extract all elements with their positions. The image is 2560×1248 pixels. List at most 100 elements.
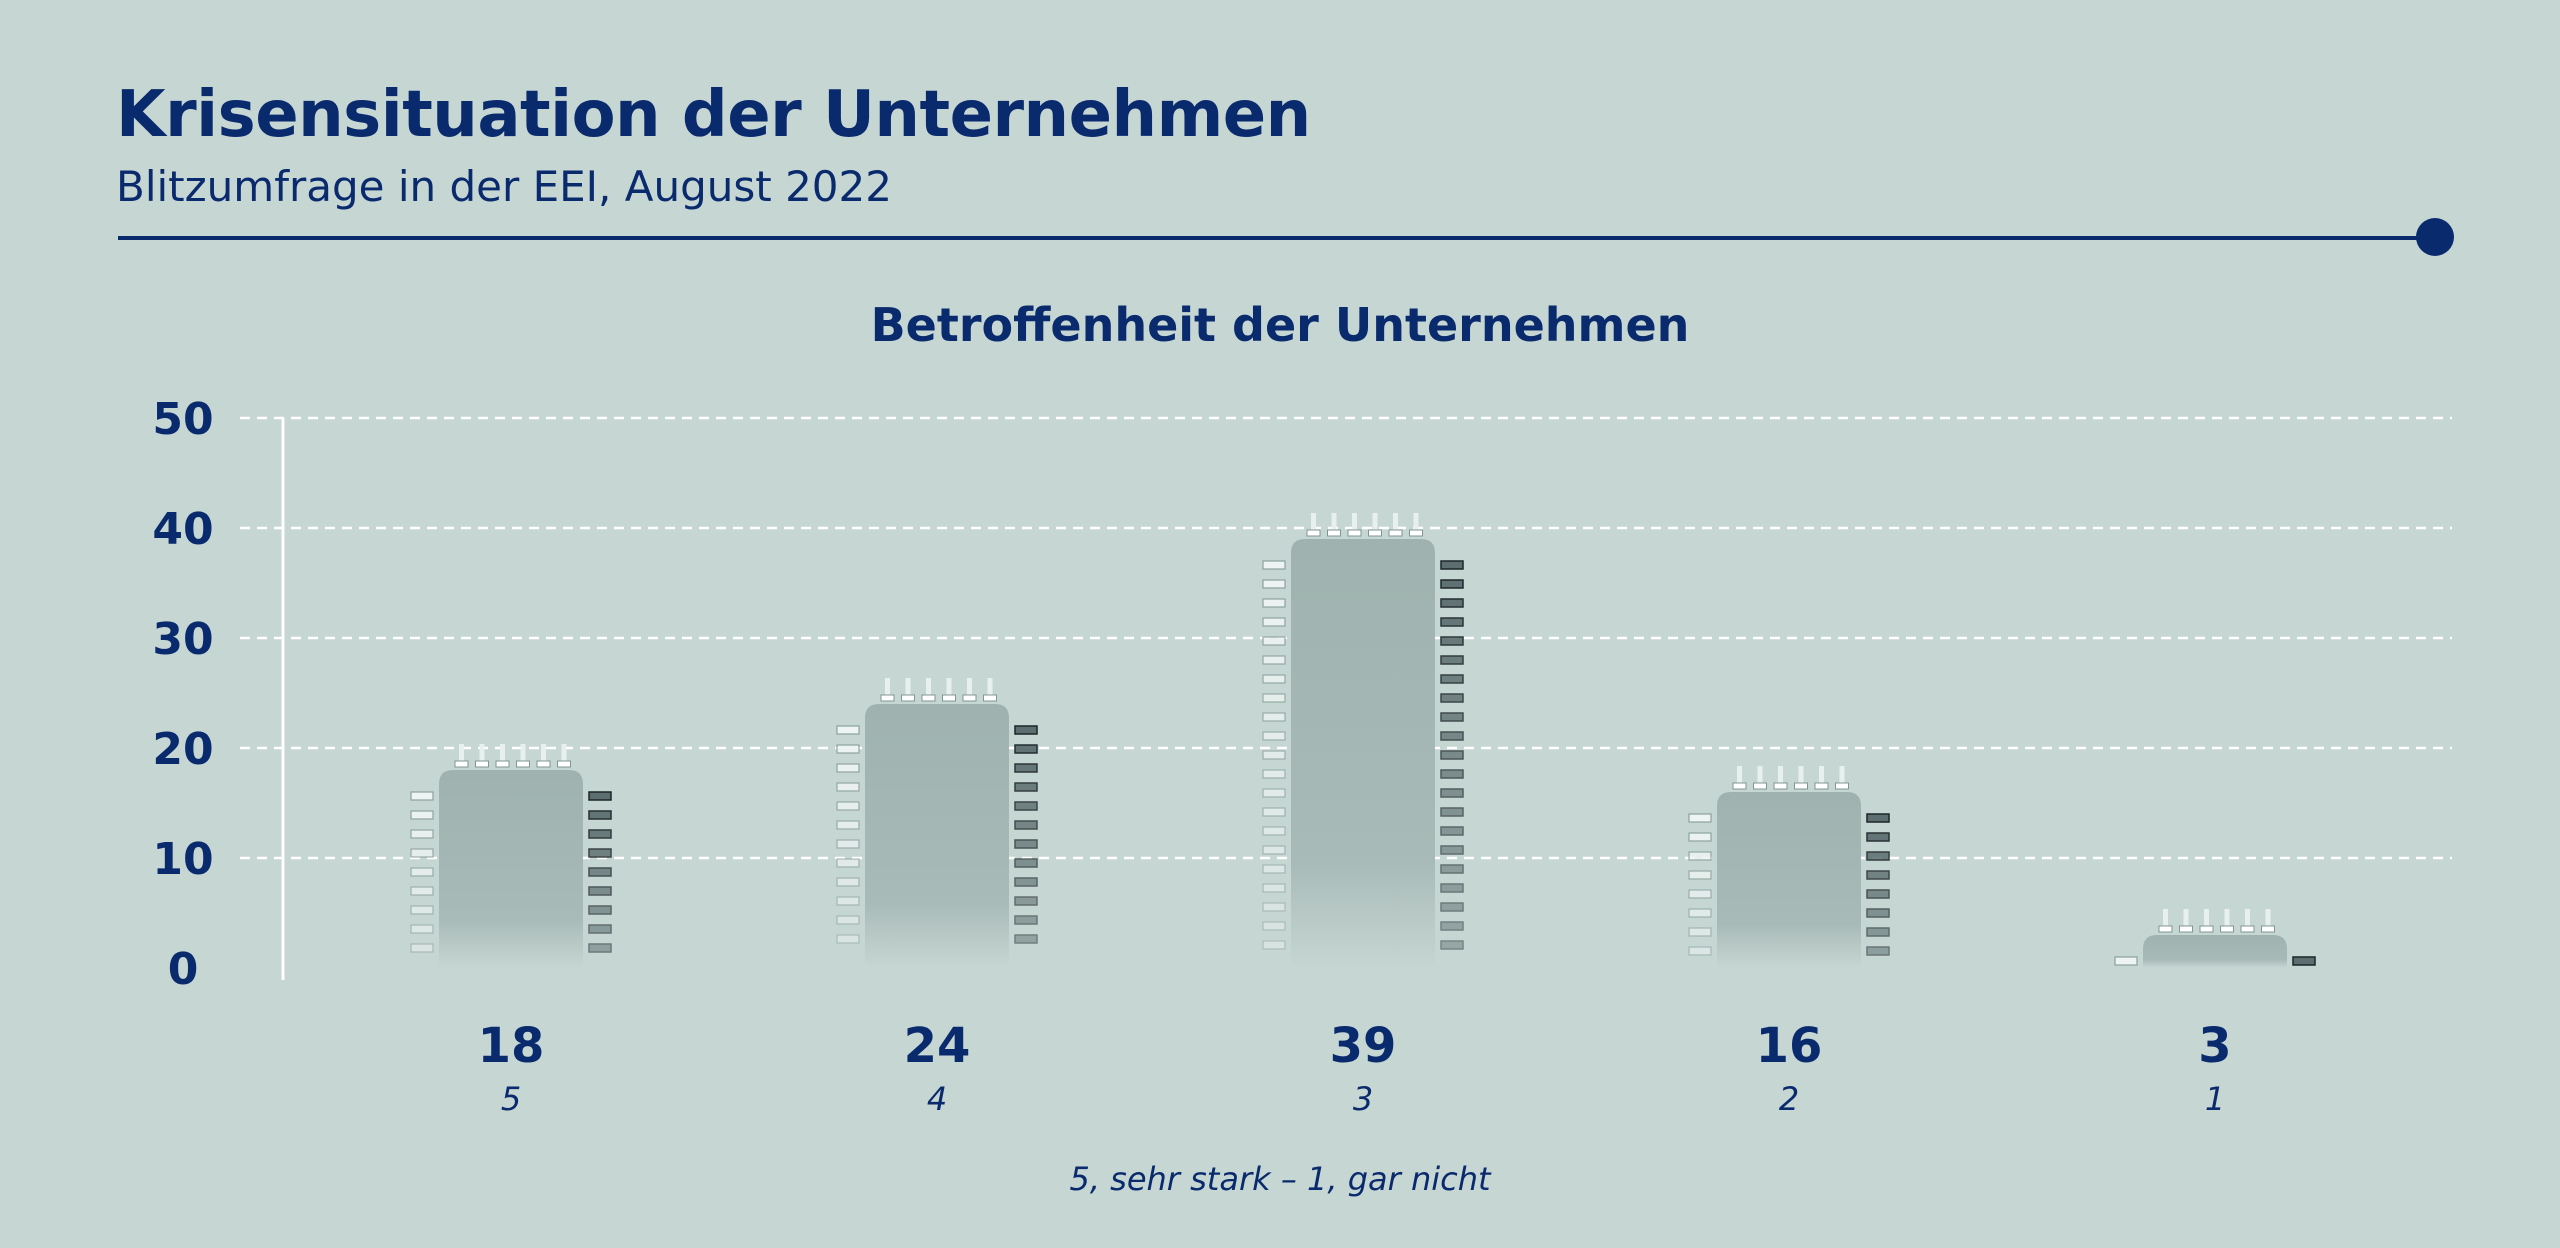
chip-pin-left — [1262, 921, 1286, 931]
chip-pin-left — [1688, 927, 1712, 937]
chip-pin-right — [1866, 870, 1890, 880]
chip-pin-foot — [1388, 529, 1403, 537]
chip-pin — [1393, 513, 1398, 533]
chip-pin-left — [1262, 845, 1286, 855]
chip-pin-left — [1262, 826, 1286, 836]
chip-pin-foot — [942, 694, 956, 702]
chip-pin-left — [836, 877, 860, 887]
chip-pin-right — [588, 905, 612, 915]
chip-pin-right — [1866, 927, 1890, 937]
chip-pin — [1819, 766, 1824, 786]
bar-value-label: 24 — [904, 1018, 971, 1074]
chip-pin-right — [1440, 674, 1464, 684]
chip-pin-right — [1440, 712, 1464, 722]
chip-pin-foot — [536, 760, 551, 768]
chip-pin-foot — [495, 760, 510, 768]
chip-pin-left — [1262, 598, 1286, 608]
chip-pin-left — [1688, 908, 1712, 918]
bar — [1717, 792, 1861, 968]
chip-pin — [1413, 513, 1419, 533]
chip-pin-left — [1262, 902, 1286, 912]
chip-pin-right — [1014, 782, 1038, 792]
chip-pin-left — [1262, 655, 1286, 665]
chip-pin-right — [588, 829, 612, 839]
chip-pin-right — [1440, 579, 1464, 589]
chip-pin-right — [1440, 636, 1464, 646]
chip-pin-left — [836, 896, 860, 906]
chip-pin-left — [1262, 560, 1286, 570]
chip-pin-left — [836, 820, 860, 830]
chip-pin — [1778, 766, 1783, 786]
bar — [2143, 935, 2287, 968]
chip-pin-foot — [983, 694, 997, 702]
page-subtitle: Blitzumfrage in der EEI, August 2022 — [116, 162, 892, 211]
chip-pin-right — [1014, 839, 1038, 849]
chip-pin-right — [1014, 763, 1038, 773]
chip-pin-left — [1262, 769, 1286, 779]
chip-pin-right — [1440, 598, 1464, 608]
bars — [410, 513, 2316, 968]
chart-caption: 5, sehr stark – 1, gar nicht — [1069, 1160, 1491, 1198]
chip-pin — [2204, 909, 2209, 929]
y-tick-label: 30 — [152, 614, 213, 665]
chip-pin — [885, 678, 890, 698]
chip-pin-right — [1014, 877, 1038, 887]
chip-pin-right — [1440, 883, 1464, 893]
chip-pin-right — [588, 848, 612, 858]
chip-pin-left — [836, 839, 860, 849]
chip-pin-left — [410, 829, 434, 839]
y-tick-label: 40 — [152, 504, 213, 555]
chip-pin-foot — [1327, 529, 1341, 537]
chip-pin — [500, 744, 505, 764]
chip-pin-right — [1014, 801, 1038, 811]
chip-pin-left — [1262, 579, 1286, 589]
chip-pin-right — [1440, 560, 1464, 570]
chip-pin — [1798, 766, 1804, 786]
bar-labels: 18 5 24 4 39 3 16 2 3 1 — [478, 1018, 2232, 1118]
chip-pin — [541, 744, 546, 764]
chip-pin-foot — [1732, 782, 1747, 790]
category-label: 3 — [1353, 1080, 1373, 1118]
chip-pin-right — [588, 924, 612, 934]
chip-pin — [520, 744, 526, 764]
chip-pin-left — [1262, 617, 1286, 627]
category-label: 5 — [501, 1080, 521, 1118]
chip-pin-left — [836, 801, 860, 811]
chip-pin-left — [1688, 813, 1712, 823]
chip-pin — [2224, 909, 2230, 929]
bar-chip — [2114, 909, 2316, 968]
chip-pin — [1757, 766, 1763, 786]
chip-pin-foot — [1773, 782, 1788, 790]
chip-pin-right — [1866, 889, 1890, 899]
chip-pin-right — [1440, 864, 1464, 874]
page-title: Krisensituation der Unternehmen — [116, 78, 1311, 152]
bar — [1291, 539, 1435, 968]
chip-pin-left — [1262, 731, 1286, 741]
chip-pin-right — [1440, 826, 1464, 836]
chip-pin-right — [1014, 858, 1038, 868]
chip-pin-left — [410, 867, 434, 877]
chip-pin-left — [1262, 807, 1286, 817]
bar-chip — [836, 678, 1038, 968]
chip-pin — [2265, 909, 2271, 929]
y-tick-label: 10 — [152, 834, 213, 885]
category-label: 4 — [927, 1080, 947, 1118]
chip-pin-right — [1440, 845, 1464, 855]
chip-pin-right — [588, 886, 612, 896]
chip-pin-right — [1440, 750, 1464, 760]
chip-pin-foot — [901, 694, 915, 702]
chip-pin-left — [1688, 870, 1712, 880]
chip-pin-right — [1440, 617, 1464, 627]
chip-pin-right — [1014, 896, 1038, 906]
bar-chip — [1688, 766, 1890, 968]
chip-pin-right — [1440, 655, 1464, 665]
header-divider-dot — [2416, 218, 2454, 256]
chip-pin-right — [1866, 813, 1890, 823]
chip-pin-right — [588, 810, 612, 820]
chip-pin-foot — [516, 760, 530, 768]
chip-pin-left — [410, 848, 434, 858]
chip-pin-left — [2114, 956, 2138, 966]
chip-pin-right — [1866, 946, 1890, 956]
chip-pin-right — [588, 791, 612, 801]
chip-pin — [926, 678, 931, 698]
